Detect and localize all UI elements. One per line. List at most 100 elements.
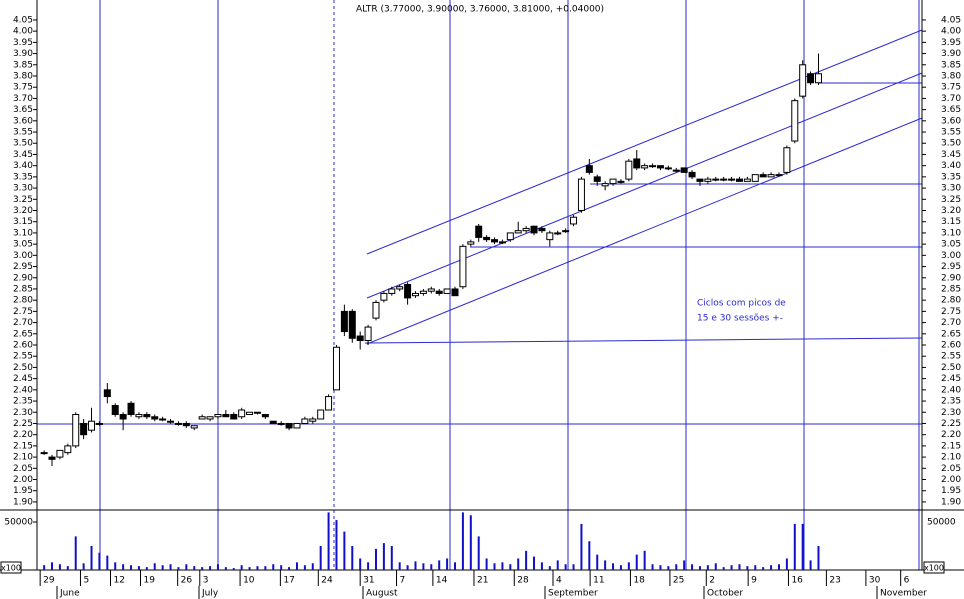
candle-body [617,180,625,183]
volume-bar [777,564,780,570]
volume-bar [122,564,125,570]
candle-body [48,456,56,460]
volume-bar [667,566,670,570]
candle-body [380,292,388,301]
y-tick-label: 3.35 [941,172,961,182]
y-tick-label: 2.05 [13,464,33,474]
volume-bar [161,565,164,570]
y-tick-label: 2.85 [941,284,961,294]
y-tick-label: 1.95 [941,486,961,496]
volume-bar [533,556,536,570]
volume-bar [256,566,259,570]
volume-bar [746,566,749,570]
candle-body [95,422,103,425]
candle-body [649,165,657,168]
candle-body [451,288,459,297]
candle-body [190,425,198,429]
x-tick-label: 3 [203,576,209,586]
candle-body [435,290,443,294]
volume-bar [730,565,733,570]
month-label: July [201,589,219,599]
volume-bar [635,554,638,570]
y-tick-label: 2.60 [13,341,33,351]
x-tick-label: 17 [283,576,294,586]
volume-bar [548,566,551,570]
volume-unit: x100 [924,564,944,573]
volume-bar [224,567,227,570]
candle-body [743,178,751,182]
y-tick-label: 2.15 [13,441,33,451]
y-tick-label: 3.45 [941,150,961,160]
candle-body [704,178,712,182]
volume-bar [509,564,512,570]
y-tick-label: 3.05 [941,240,961,250]
volume-bar [137,566,140,570]
volume-bar [398,562,401,570]
candle-body [791,100,799,142]
volume-bar [130,565,133,570]
candle-body [80,422,88,436]
volume-bar [240,565,243,570]
candle-body [40,452,48,455]
y-tick-label: 3.20 [13,206,33,216]
candle-body [174,422,182,425]
candle-body [317,409,325,420]
volume-bar [43,565,46,570]
volume-bar [540,562,543,570]
y-tick-label: 3.00 [941,251,961,261]
volume-bar [754,565,757,570]
candle-body [656,165,664,169]
candle-body [664,167,672,170]
x-tick-label: 7 [400,576,406,586]
volume-bar [414,561,417,570]
volume-bar [596,554,599,570]
candle-body [688,171,696,178]
candle-body [364,326,372,342]
x-tick-label: 25 [673,576,684,586]
x-tick-label: 28 [517,576,529,586]
candle-body [759,174,767,178]
y-tick-label: 3.25 [13,195,33,205]
x-tick-label: 21 [477,576,488,586]
y-tick-label: 3.05 [13,240,33,250]
y-tick-label: 2.55 [13,352,33,362]
candle-body [720,178,728,181]
y-tick-label: 1.95 [13,486,33,496]
volume-bar [248,567,251,570]
volume-bar [770,565,773,570]
y-tick-label: 3.40 [13,161,33,171]
candle-body [625,160,633,180]
y-tick-label: 3.85 [13,60,33,70]
volume-bar [145,567,148,570]
candle-body [514,230,522,234]
candle-body [182,422,190,427]
volume-bar [619,565,622,570]
candle-body [198,416,206,420]
y-tick-label: 2.55 [941,352,961,362]
y-tick-label: 2.00 [13,475,33,485]
candle-body [735,178,743,182]
volume-bar [153,563,156,570]
candle-body [554,232,562,235]
volume-bar [169,564,172,570]
candle-body [506,232,514,241]
volume-bar [359,558,362,570]
candle-body [88,420,96,431]
candle-body [372,301,380,319]
y-tick-label: 3.15 [941,217,961,227]
y-tick-label: 4.05 [941,15,961,25]
candle-body [404,283,412,299]
candle-body [459,245,467,288]
volume-bar [501,562,504,570]
candle-body [411,292,419,297]
candle-body [332,346,340,391]
volume-bar [106,555,109,570]
candle-body [546,232,554,241]
month-label: August [366,589,398,599]
candle-body [64,445,72,454]
y-tick-label: 3.40 [941,161,961,171]
volume-bar [683,560,686,570]
month-label: October [707,589,743,599]
candle-body [712,178,720,181]
